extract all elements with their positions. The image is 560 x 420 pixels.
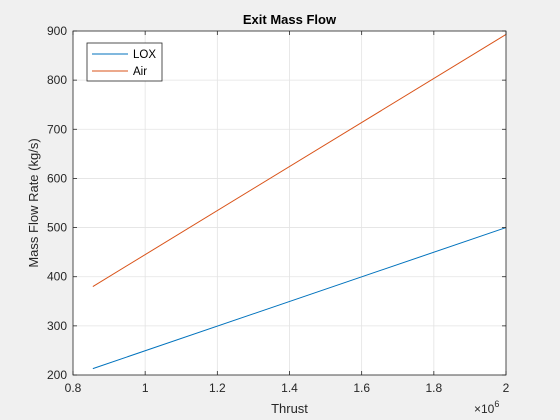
series-lines <box>92 34 507 370</box>
x-tick-label: 1 <box>142 381 149 395</box>
chart-title: Exit Mass Flow <box>243 12 337 27</box>
y-tick-label: 900 <box>47 24 67 38</box>
y-tick-label: 300 <box>47 319 67 333</box>
y-tick-label: 700 <box>47 122 67 136</box>
y-axis-label: Mass Flow Rate (kg/s) <box>26 138 41 267</box>
x-axis-label: Thrust <box>271 401 308 416</box>
x-exponent-power: 6 <box>494 399 499 409</box>
x-tick-label: 1.2 <box>209 381 226 395</box>
legend-box <box>86 42 163 82</box>
y-tick-label: 800 <box>47 73 67 87</box>
x-tick-label: 2 <box>503 381 510 395</box>
y-tick-label: 500 <box>47 221 67 235</box>
y-tick-label: 400 <box>47 270 67 284</box>
x-tick-label: 0.8 <box>65 381 82 395</box>
legend-label-air: Air <box>133 66 147 78</box>
series-line-air <box>92 34 507 287</box>
y-tick-label: 600 <box>47 171 67 185</box>
y-tick-label: 200 <box>47 368 67 382</box>
axis-ticks: 0.8 1 1.2 1.4 1.6 1.8 2 200 300 400 500 600 700 800 90… <box>47 24 510 395</box>
x-exponent: ×106 <box>474 399 499 416</box>
series-line-lox <box>92 227 507 370</box>
x-tick-label: 1.8 <box>425 381 442 395</box>
legend: LOX Air <box>86 42 163 82</box>
legend-label-lox: LOX <box>133 49 156 61</box>
x-tick-label: 1.4 <box>281 381 298 395</box>
x-tick-label: 1.6 <box>353 381 370 395</box>
x-exponent-base: ×10 <box>474 402 495 416</box>
